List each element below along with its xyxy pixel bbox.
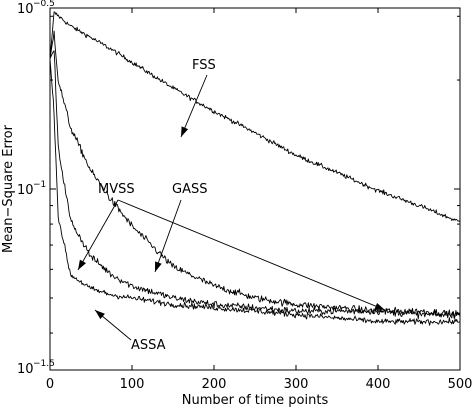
gass-arrow-head	[155, 261, 162, 272]
annotation-mvss: MVSS	[98, 182, 135, 197]
x-tick-label: 200	[202, 377, 227, 392]
mvss-left-arrow-line	[77, 199, 119, 271]
x-axis-title: Number of time points	[182, 393, 329, 408]
y-tick-label-exponent: −1	[33, 180, 46, 190]
fss-arrow-line	[180, 74, 208, 138]
x-tick-label: 100	[120, 377, 145, 392]
y-tick-label-base: 10	[17, 183, 34, 198]
y-tick-label-base: 10	[17, 2, 34, 17]
series-line-fss	[49, 11, 461, 223]
annotation-fss: FSS	[192, 58, 216, 73]
series-line-mvss	[49, 50, 461, 320]
x-tick-label: 400	[366, 377, 391, 392]
x-tick-label: 0	[46, 377, 54, 392]
y-tick-label-base: 10	[17, 362, 34, 377]
y-tick-label-exponent: −1.5	[33, 359, 55, 369]
annotations: FSS GASS MVSS ASSA	[77, 58, 386, 353]
mvss-right-arrow-line	[117, 199, 386, 311]
annotation-gass: GASS	[172, 182, 207, 197]
mvss-right-arrow-head	[374, 303, 385, 310]
assa-arrow-head	[95, 310, 105, 320]
mvss-left-arrow-head	[78, 259, 86, 270]
x-tick-label: 300	[284, 377, 309, 392]
y-tick-label-exponent: −0.5	[33, 0, 55, 9]
series-group	[49, 11, 461, 326]
y-axis-title: Mean−Square Error	[1, 124, 16, 253]
series-line-assa	[49, 58, 461, 326]
annotation-assa: ASSA	[131, 338, 166, 353]
x-tick-label: 500	[448, 377, 473, 392]
fss-arrow-head	[181, 126, 189, 137]
gass-arrow-line	[154, 199, 182, 273]
